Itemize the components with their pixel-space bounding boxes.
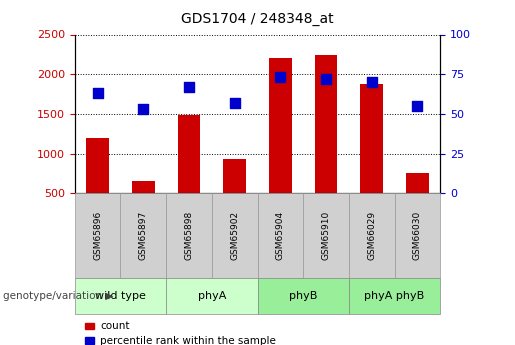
Point [322, 76, 330, 82]
Text: GSM66029: GSM66029 [367, 211, 376, 260]
Text: GSM65910: GSM65910 [321, 211, 331, 260]
Text: percentile rank within the sample: percentile rank within the sample [100, 336, 277, 345]
Bar [315, 55, 337, 193]
Text: phyA: phyA [198, 291, 226, 301]
Text: GSM66030: GSM66030 [413, 211, 422, 260]
Text: genotype/variation ▶: genotype/variation ▶ [3, 291, 113, 301]
Point [185, 84, 193, 90]
Point [414, 103, 422, 109]
Point [231, 100, 239, 106]
Bar [86, 138, 109, 193]
Point [93, 90, 101, 96]
Text: phyB: phyB [289, 291, 317, 301]
Bar [269, 58, 292, 193]
Text: wild type: wild type [95, 291, 146, 301]
Point [368, 79, 376, 85]
Bar [132, 181, 154, 193]
Point [139, 106, 147, 112]
Bar [223, 159, 246, 193]
Text: GSM65904: GSM65904 [276, 211, 285, 260]
Text: GSM65896: GSM65896 [93, 211, 102, 260]
Text: phyA phyB: phyA phyB [365, 291, 425, 301]
Bar [178, 116, 200, 193]
Text: GDS1704 / 248348_at: GDS1704 / 248348_at [181, 12, 334, 26]
Bar [360, 85, 383, 193]
Text: GSM65902: GSM65902 [230, 211, 239, 260]
Bar [406, 173, 429, 193]
Text: count: count [100, 321, 130, 331]
Text: GSM65898: GSM65898 [184, 211, 194, 260]
Point [276, 75, 284, 80]
Text: GSM65897: GSM65897 [139, 211, 148, 260]
